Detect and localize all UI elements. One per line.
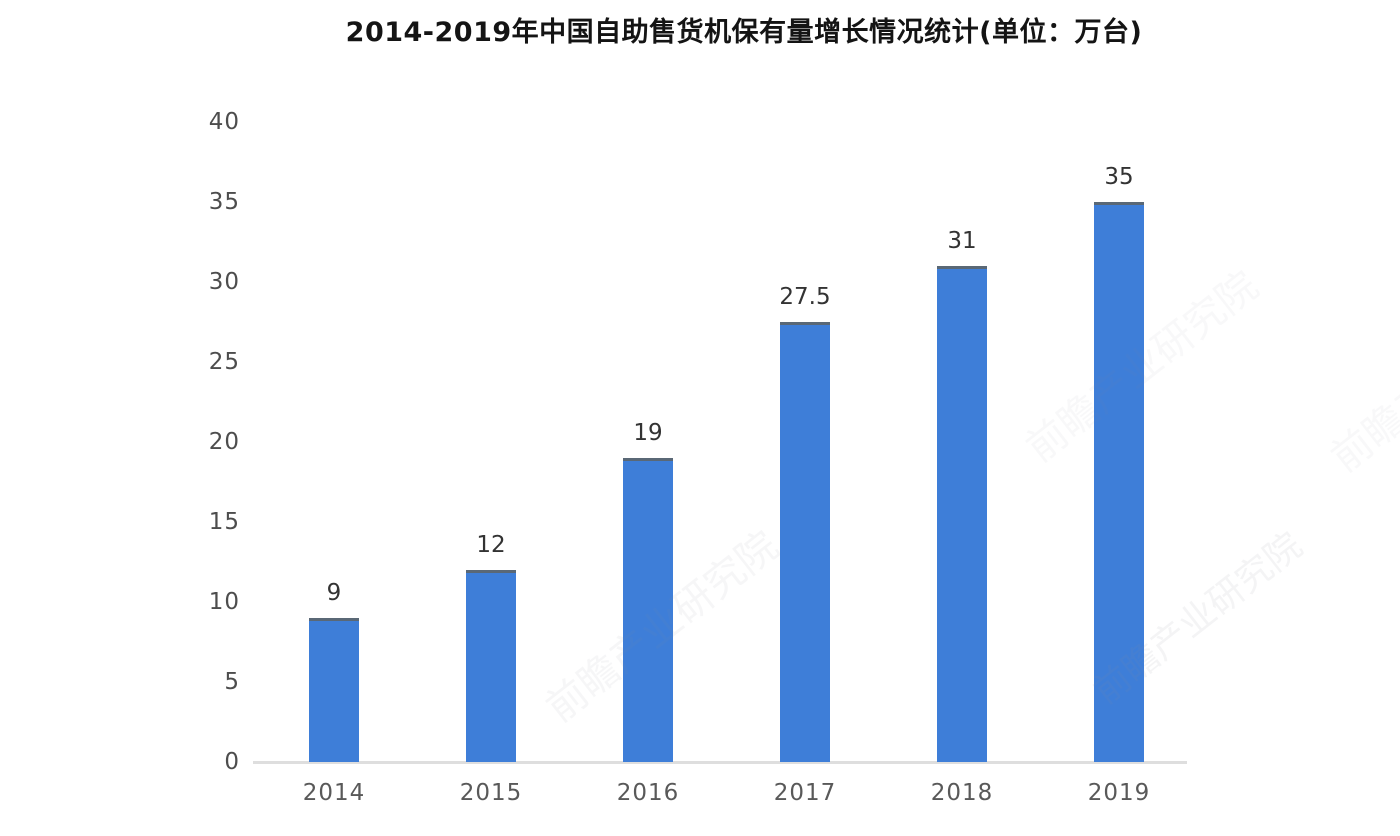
y-axis-tick-label: 0 (224, 749, 240, 775)
bar-value-label: 9 (326, 580, 342, 606)
chart-title: 2014-2019年中国自助售货机保有量增长情况统计(单位：万台) (345, 17, 1143, 48)
bar-value-label: 12 (476, 532, 506, 558)
bar-2016 (623, 458, 673, 762)
x-axis-line (253, 761, 1187, 764)
x-axis-tick-label: 2016 (616, 780, 680, 806)
bar-value-label: 19 (633, 420, 663, 446)
y-axis-tick-label: 35 (208, 189, 240, 215)
bar-2018 (937, 266, 987, 762)
bar-2014 (309, 618, 359, 762)
x-axis-tick-label: 2014 (302, 780, 366, 806)
bar-2015 (466, 570, 516, 762)
y-axis-tick-label: 40 (208, 109, 240, 135)
x-axis-tick-label: 2015 (459, 780, 523, 806)
y-axis-tick-label: 30 (208, 269, 240, 295)
x-axis-tick-label: 2017 (773, 780, 837, 806)
y-axis-tick-label: 20 (208, 429, 240, 455)
bar-value-label: 27.5 (779, 284, 831, 310)
y-axis-tick-label: 10 (208, 589, 240, 615)
y-axis-tick-label: 5 (224, 669, 240, 695)
watermark: 前瞻产业研究院 (1322, 272, 1400, 482)
bar-value-label: 31 (947, 228, 977, 254)
x-axis-tick-label: 2018 (930, 780, 994, 806)
y-axis-tick-label: 15 (208, 509, 240, 535)
bar-value-label: 35 (1104, 164, 1134, 190)
x-axis-tick-label: 2019 (1087, 780, 1151, 806)
bar-2017 (780, 322, 830, 762)
y-axis-tick-label: 25 (208, 349, 240, 375)
bar-2019 (1094, 202, 1144, 762)
